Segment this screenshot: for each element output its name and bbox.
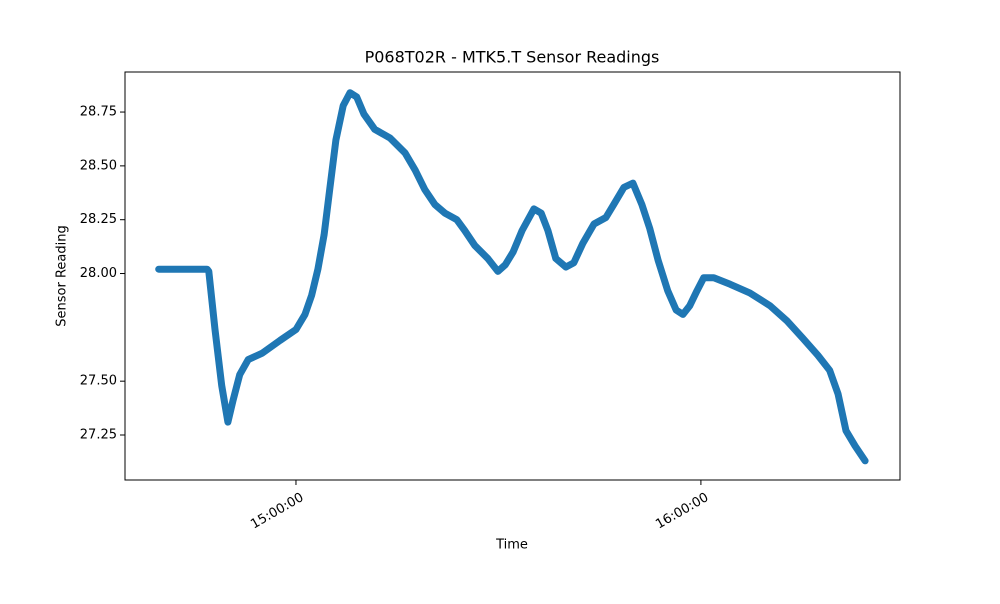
plot-frame [124, 71, 901, 481]
chart-title: P068T02R - MTK5.T Sensor Readings [365, 48, 660, 67]
y-tick-label: 27.25 [80, 428, 117, 443]
y-axis-label: Sensor Reading [55, 225, 70, 326]
y-tick-label: 28.00 [80, 266, 117, 281]
x-axis-label: Time [495, 538, 528, 553]
y-tick-label: 27.50 [80, 374, 117, 389]
y-tick-label: 28.75 [80, 105, 117, 120]
y-tick-label: 28.50 [80, 158, 117, 173]
y-tick-label: 28.25 [80, 212, 117, 227]
data-line [155, 89, 869, 465]
